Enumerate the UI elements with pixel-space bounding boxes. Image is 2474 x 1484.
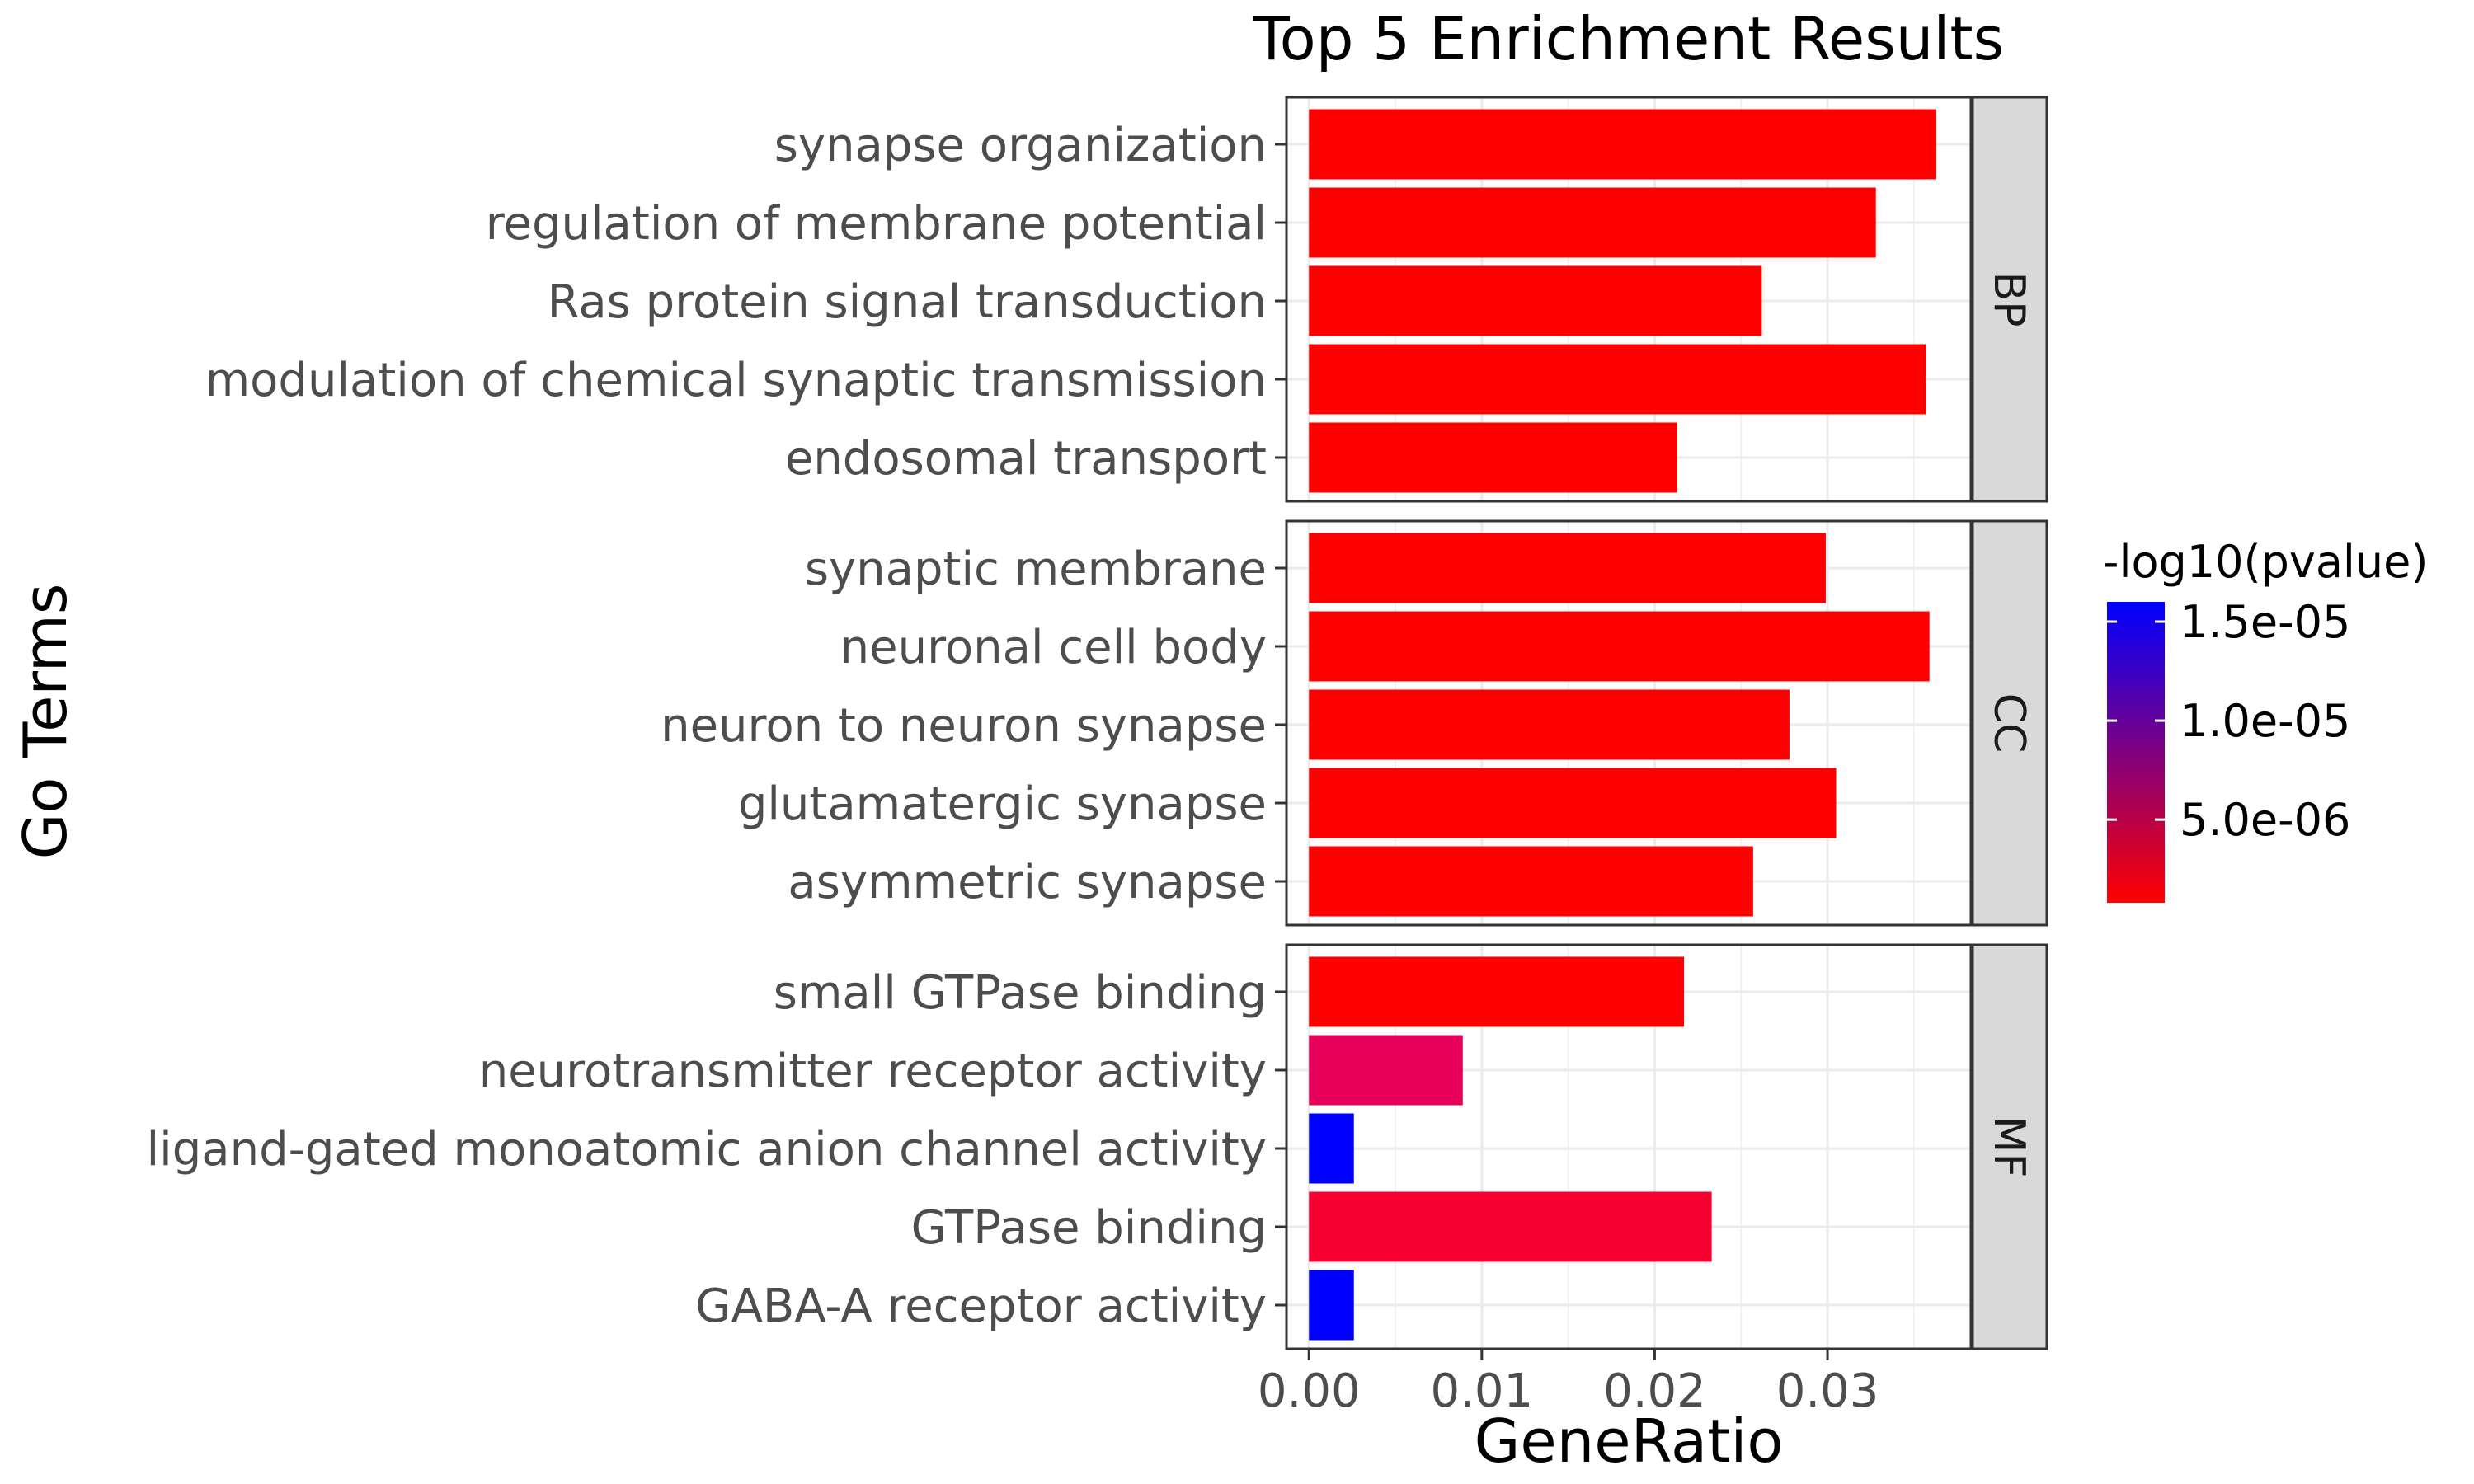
y-tick-label: neurotransmitter receptor activity — [479, 1045, 1267, 1098]
facet-panels: synapse organization regulation of membra… — [147, 96, 2048, 1350]
x-tick-label: 0.02 — [1603, 1364, 1706, 1418]
bar — [1309, 109, 1937, 180]
y-tick-label: neuronal cell body — [840, 621, 1267, 674]
x-tick-label: 0.03 — [1776, 1364, 1879, 1418]
y-tick-label: GABA-A receptor activity — [695, 1280, 1267, 1333]
y-tick-label: Ras protein signal transduction — [548, 275, 1267, 329]
facet-strip-label: CC — [1984, 693, 2034, 754]
y-tick-label: ligand-gated monoatomic anion channel ac… — [147, 1123, 1267, 1176]
y-tick-label: GTPase binding — [911, 1201, 1267, 1255]
y-tick-label: regulation of membrane potential — [486, 197, 1267, 251]
y-tick-label: modulation of chemical synaptic transmis… — [205, 354, 1267, 407]
y-tick-label: neuron to neuron synapse — [661, 699, 1267, 753]
panel-border — [1285, 96, 1973, 503]
facet-strip-label: MF — [1984, 1116, 2034, 1178]
bar — [1309, 611, 1930, 682]
bar — [1309, 1113, 1354, 1184]
facet-strip — [1971, 96, 2048, 503]
legend-tick-label: 1.0e-05 — [2180, 695, 2350, 747]
bar — [1309, 533, 1826, 603]
x-axis-label: GeneRatio — [1475, 1407, 1784, 1476]
legend-ticks: 1.5e-05 1.0e-05 5.0e-06 — [2107, 596, 2350, 846]
legend-title: -log10(pvalue) — [2103, 536, 2428, 588]
x-axis: 0.00 0.01 0.02 0.03 — [1258, 1349, 1879, 1418]
x-tick-label: 0.00 — [1258, 1364, 1361, 1418]
y-tick-label: glutamatergic synapse — [738, 777, 1267, 831]
chart-title: Top 5 Enrichment Results — [1253, 4, 2004, 73]
bar — [1309, 187, 1876, 258]
facet-strip-label: BP — [1984, 271, 2034, 326]
panel-border — [1285, 519, 1973, 927]
panel-border — [1285, 943, 1973, 1350]
y-tick-label: synaptic membrane — [805, 542, 1267, 596]
bar — [1309, 956, 1685, 1027]
y-tick-label: asymmetric synapse — [788, 856, 1267, 909]
bar — [1309, 1191, 1712, 1262]
facet-cc: synaptic membrane neuronal cell body neuro… — [661, 519, 2048, 927]
y-axis-label: Go Terms — [11, 584, 80, 860]
legend-tick-label: 5.0e-06 — [2180, 794, 2350, 846]
bar — [1309, 1035, 1463, 1106]
legend-tick-label: 1.5e-05 — [2180, 596, 2350, 648]
x-tick-label: 0.01 — [1430, 1364, 1533, 1418]
bar — [1309, 422, 1677, 493]
bar — [1309, 1270, 1354, 1341]
y-tick-label: small GTPase binding — [774, 966, 1267, 1020]
facet-strip — [1971, 519, 2048, 927]
bar — [1309, 689, 1790, 760]
bar — [1309, 768, 1837, 838]
bar — [1309, 846, 1753, 917]
color-legend: -log10(pvalue) 1.5e-05 1.0e-05 5.0e-06 — [2103, 536, 2428, 903]
facet-strip — [1971, 943, 2048, 1350]
y-tick-label: synapse organization — [774, 119, 1267, 172]
y-tick-label: endosomal transport — [785, 432, 1267, 486]
facet-mf: small GTPase binding neurotransmitter rec… — [147, 943, 2048, 1350]
facet-bp: synapse organization regulation of membra… — [205, 96, 2048, 503]
bar — [1309, 344, 1926, 415]
legend-colorbar — [2107, 602, 2165, 903]
bar — [1309, 265, 1762, 336]
